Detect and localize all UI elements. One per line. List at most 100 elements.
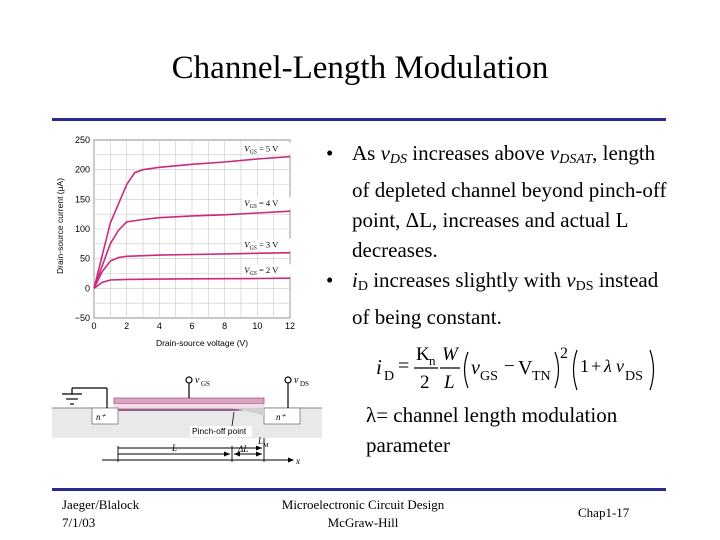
lambda-symbol: λ xyxy=(366,403,377,427)
bullet-text-2: iD increases slightly with vDS instead o… xyxy=(352,265,676,332)
footer-publisher: McGraw-Hill xyxy=(327,515,399,530)
eq-kn-sub: n xyxy=(429,353,436,368)
bullet-run: D xyxy=(357,279,368,294)
bullet-item-1: • As vDS increases above vDSAT, length o… xyxy=(326,138,676,265)
x-tick-label: 12 xyxy=(285,321,295,331)
eq-lambda: λ xyxy=(603,356,612,376)
eq-vtn: V xyxy=(518,357,533,379)
y-tick-label: −50 xyxy=(75,313,90,323)
series-label-bg xyxy=(242,197,295,210)
y-tick-label: 100 xyxy=(75,224,90,234)
eq-kn: K xyxy=(416,344,430,365)
eq-lhs: i xyxy=(376,355,382,379)
bullet-run: Δ xyxy=(405,208,420,232)
lm-label: L xyxy=(257,436,263,446)
eq-vgs: v xyxy=(471,357,480,379)
eq-lhs-sub: D xyxy=(384,369,394,384)
bullet-run: increases slightly with xyxy=(367,268,567,292)
series-line-2 xyxy=(93,210,291,289)
gate-terminal-icon xyxy=(185,376,193,384)
bullet-list: • As vDS increases above vDSAT, length o… xyxy=(326,138,676,332)
bullet-item-2: • iD increases slightly with vDS instead… xyxy=(326,265,676,332)
x-tick-label: 0 xyxy=(91,321,96,331)
series-label-bg xyxy=(242,238,295,251)
pinch-off-pointer xyxy=(231,411,235,427)
gate-electrode xyxy=(113,397,265,405)
x-axis-label: x xyxy=(295,456,300,466)
arrow-lm-end xyxy=(256,445,262,451)
series-label-1: VGS = 5 V xyxy=(244,144,279,156)
chart-grid xyxy=(93,139,291,319)
eq-minus: − xyxy=(504,356,515,377)
slide-title: Channel-Length Modulation xyxy=(171,50,549,86)
bullet-run: i xyxy=(352,268,358,292)
arrow-dl-start xyxy=(234,451,240,457)
bullet-run: DS xyxy=(389,152,408,167)
bullet-run: DS xyxy=(575,279,594,294)
arrow-x-axis xyxy=(288,457,294,463)
eq-plus: + xyxy=(591,356,601,376)
eq-one: 1 xyxy=(580,356,589,376)
ground-icon xyxy=(62,387,108,405)
bullet-run: DSAT xyxy=(559,152,593,167)
lambda-definition: λ= channel length modulation parameter xyxy=(366,400,676,460)
y-tick-label: 150 xyxy=(75,194,90,204)
x-tick-label: 2 xyxy=(124,321,129,331)
eq-vtn-sub: TN xyxy=(532,369,551,384)
eq-w: W xyxy=(442,344,460,365)
lm-sub: M xyxy=(262,442,269,449)
dimension-lines xyxy=(102,438,290,462)
footer-authors: Jaeger/Blalock 7/1/03 xyxy=(62,496,139,532)
lambda-definition-text: = channel length modulation parameter xyxy=(366,403,618,457)
footer-author-names: Jaeger/Blalock xyxy=(62,497,140,512)
eq-vds: v xyxy=(616,356,624,376)
eq-two: 2 xyxy=(420,372,430,393)
x-tick-label: 8 xyxy=(222,321,227,331)
vds-sub: DS xyxy=(300,380,309,388)
footer-divider xyxy=(52,488,666,491)
y-tick-label: 50 xyxy=(80,254,90,264)
eq-vds-sub: DS xyxy=(625,369,643,384)
source-label: n⁺ xyxy=(96,412,107,422)
bullet-text-1: As vDS increases above vDSAT, length of … xyxy=(352,138,676,265)
inversion-channel xyxy=(118,408,258,411)
series-line-4 xyxy=(93,277,291,289)
x-tick-label: 10 xyxy=(252,321,262,331)
eq-paren-close xyxy=(554,351,560,389)
footer-book-title: Microelectronic Circuit Design xyxy=(281,497,445,512)
chart-xlabel: Drain-source voltage (V) xyxy=(156,338,248,348)
bullet-run: v xyxy=(380,141,390,165)
mosfet-cross-section-figure: v GS n⁺ v DS n⁺ Pinch-off point L ΔL L M… xyxy=(52,375,322,466)
arrow-dl-end xyxy=(256,451,262,457)
bullet-run: increases above xyxy=(407,141,550,165)
depletion-region xyxy=(232,408,264,416)
y-tick-label: 0 xyxy=(85,283,90,293)
series-line-3 xyxy=(93,251,291,289)
arrow-l-end xyxy=(224,451,230,457)
footer-book: Microelectronic Circuit Design McGraw-Hi… xyxy=(268,496,458,532)
bullet-run: , length of depleted channel beyond pinc… xyxy=(352,141,667,232)
y-tick-label: 200 xyxy=(75,165,90,175)
l-label: L xyxy=(171,443,177,453)
pinch-off-label: Pinch-off point xyxy=(192,426,247,436)
bullet-marker: • xyxy=(326,268,334,292)
eq-paren-open-2 xyxy=(572,349,578,391)
eq-paren-open xyxy=(463,351,469,389)
x-tick-label: 4 xyxy=(157,321,162,331)
drain-label: n⁺ xyxy=(276,412,287,422)
series-label-4: VGS = 2 V xyxy=(244,265,279,277)
y-tick-label: 250 xyxy=(75,135,90,145)
chart-ylabel: Drain-source current (μA) xyxy=(55,178,65,274)
series-label-bg xyxy=(242,142,295,155)
eq-square: 2 xyxy=(560,345,568,362)
bullet-run: v xyxy=(566,268,576,292)
footer-chapter: Chap1-17 xyxy=(578,505,630,520)
vds-label: v xyxy=(294,375,299,386)
eq-l: L xyxy=(443,372,455,393)
eq-equals: = xyxy=(398,355,409,377)
bullet-marker: • xyxy=(326,141,334,165)
pinch-off-label-bg xyxy=(190,426,252,437)
delta-l-label: ΔL xyxy=(237,444,248,454)
